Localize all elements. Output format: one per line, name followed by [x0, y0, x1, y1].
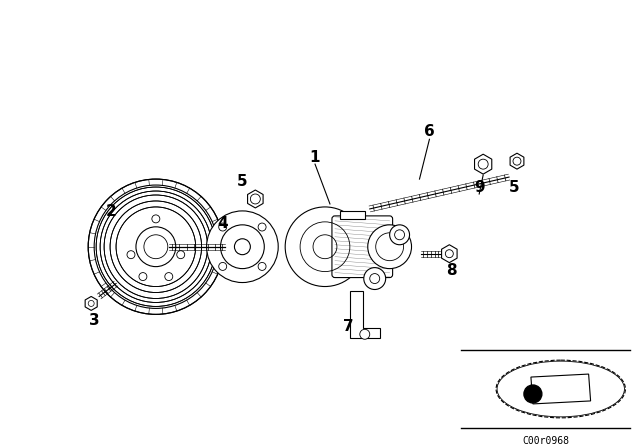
Circle shape	[152, 215, 160, 223]
Text: 5: 5	[237, 173, 248, 189]
Circle shape	[165, 272, 173, 280]
Circle shape	[250, 194, 260, 204]
Circle shape	[139, 272, 147, 280]
Polygon shape	[510, 153, 524, 169]
Circle shape	[285, 207, 365, 287]
Ellipse shape	[496, 360, 625, 418]
Circle shape	[478, 159, 488, 169]
Polygon shape	[474, 154, 492, 174]
Circle shape	[258, 223, 266, 231]
Circle shape	[258, 263, 266, 271]
Circle shape	[88, 301, 94, 306]
Circle shape	[177, 251, 185, 258]
Text: 6: 6	[424, 124, 435, 139]
Polygon shape	[350, 290, 380, 338]
Circle shape	[368, 225, 412, 269]
Polygon shape	[442, 245, 457, 263]
Text: 2: 2	[106, 204, 116, 220]
Circle shape	[219, 263, 227, 271]
Text: 1: 1	[310, 150, 320, 165]
Circle shape	[136, 227, 176, 267]
FancyBboxPatch shape	[332, 216, 392, 278]
Circle shape	[127, 251, 135, 258]
Text: 7: 7	[342, 319, 353, 334]
Circle shape	[390, 225, 410, 245]
Text: 5: 5	[509, 180, 519, 194]
Text: 3: 3	[89, 313, 99, 328]
Circle shape	[364, 267, 386, 289]
Polygon shape	[248, 190, 263, 208]
Circle shape	[360, 329, 370, 339]
Text: C00r0968: C00r0968	[522, 436, 570, 446]
Circle shape	[88, 179, 223, 314]
Text: 4: 4	[217, 216, 228, 231]
Circle shape	[524, 385, 542, 403]
Polygon shape	[85, 297, 97, 310]
Circle shape	[219, 223, 227, 231]
Circle shape	[370, 274, 380, 284]
Text: 8: 8	[446, 263, 456, 278]
Polygon shape	[340, 211, 365, 219]
Circle shape	[207, 211, 278, 283]
Circle shape	[513, 157, 521, 165]
Text: 9: 9	[474, 180, 484, 194]
